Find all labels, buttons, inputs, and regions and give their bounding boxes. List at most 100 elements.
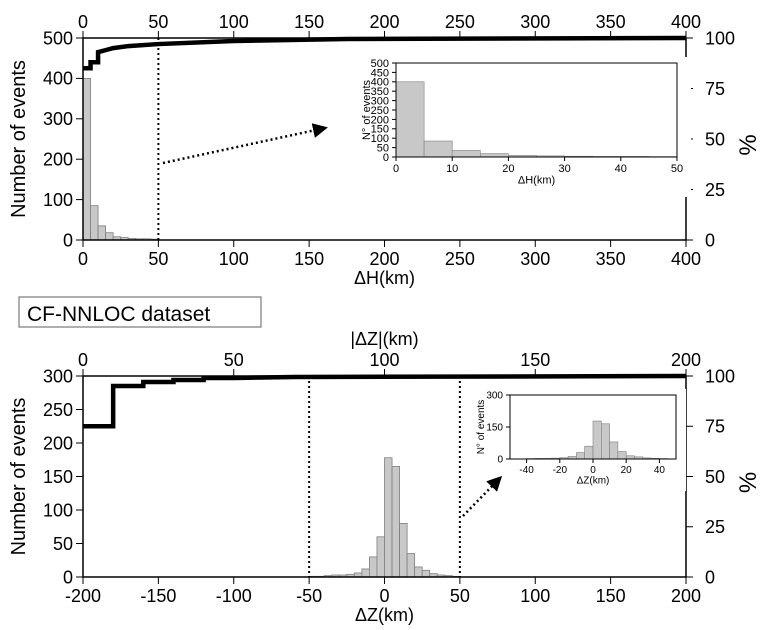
y2-tick-label: 0: [705, 230, 715, 250]
x-tick-label: 150: [596, 586, 626, 606]
x-tick-label: 100: [219, 249, 249, 269]
histogram-bar: [584, 445, 594, 460]
histogram-bar: [609, 441, 619, 460]
y2-tick-label: 100: [705, 366, 735, 386]
y-tick-label: 300: [486, 391, 503, 402]
y-axis-label: Number of events: [8, 398, 30, 556]
y-tick-label: 300: [43, 366, 73, 386]
histogram-bar: [421, 569, 431, 578]
x-tick-label: 300: [520, 249, 550, 269]
y2-tick-label: 75: [705, 79, 725, 99]
x-tick-label: 0: [379, 586, 389, 606]
y-tick-label: 200: [371, 114, 389, 126]
arrow-to-bottom-inset: [462, 475, 503, 517]
y2-axis-label: %: [735, 134, 762, 155]
x-tick-label: 0: [393, 163, 399, 175]
y-axis-label: Number of events: [8, 60, 30, 218]
x-tick-label: 400: [671, 249, 701, 269]
y-tick-label: 0: [63, 567, 73, 587]
x-top-tick-label: 200: [369, 12, 399, 32]
histogram-bar: [576, 452, 586, 460]
x-tick-label: 250: [445, 249, 475, 269]
y2-tick-label: 50: [705, 467, 725, 487]
y-tick-label: 100: [43, 500, 73, 520]
panel-bottom-main: -200 -150 -100 -50 0 50 100 150 2000501001502002…: [8, 329, 762, 625]
histogram-bar: [600, 423, 610, 460]
x-top-tick-label: 50: [148, 12, 168, 32]
x-tick-label: 50: [671, 163, 683, 175]
x-tick-label: 20: [621, 465, 633, 476]
x-tick-label: 0: [590, 465, 596, 476]
y2-tick-label: 0: [705, 567, 715, 587]
histogram-bar: [479, 153, 509, 158]
y2-axis-label: %: [735, 472, 762, 493]
arrow-to-top-inset: [162, 123, 328, 165]
histogram-bar: [617, 451, 627, 460]
histogram-bar: [369, 556, 378, 578]
histogram-bar: [97, 225, 107, 241]
y2-tick-label: 100: [705, 28, 735, 48]
x-axis-label: ΔH(km): [354, 268, 415, 288]
x-tick-label: 30: [558, 163, 570, 175]
y-tick-label: 400: [371, 77, 389, 89]
x-axis-label: ΔZ(km): [355, 605, 414, 625]
x-tick-label: 100: [520, 586, 550, 606]
y-tick-label: 200: [43, 433, 73, 453]
panel-top-inset: 0 10 20 30 40 5005010015020025030035040045050…: [354, 57, 691, 197]
x-top-tick-label: 250: [445, 12, 475, 32]
panel-top-main: 0 50 100 150 200 250 300 350 4000100200300400500…: [8, 12, 762, 288]
y-tick-label: 0: [63, 230, 73, 250]
y-tick-label: 0: [383, 152, 389, 164]
x-tick-label: 50: [450, 586, 470, 606]
histogram-bar: [451, 150, 481, 158]
y-tick-label: 150: [486, 423, 503, 434]
y-tick-label: 50: [377, 142, 389, 154]
x-top-tick-label: 0: [78, 12, 88, 32]
y-tick-label: 400: [43, 69, 73, 89]
histogram-bar: [399, 523, 408, 578]
x-tick-label: 40: [615, 163, 627, 175]
histogram-bar: [391, 466, 400, 578]
histogram-bar: [423, 140, 453, 158]
x-top-tick-label: 150: [294, 12, 324, 32]
x-top-tick-label: 350: [596, 12, 626, 32]
y-tick-label: 100: [371, 133, 389, 145]
x-tick-label: 40: [654, 465, 666, 476]
arrows: [162, 123, 503, 517]
y-tick-label: 350: [371, 86, 389, 98]
x-tick-label: 150: [294, 249, 324, 269]
histogram-bar: [82, 78, 91, 241]
y-tick-label: 150: [43, 467, 73, 487]
histogram-bar: [384, 457, 393, 578]
x-top-axis-label: |ΔZ|(km): [350, 329, 418, 349]
y-tick-label: 150: [371, 124, 389, 136]
histogram-bar: [395, 81, 425, 158]
panel-bottom-inset: -40 -20 0 20 40 0 150 300 ΔZ(km) N° of events: [476, 389, 686, 491]
x-top-tick-label: 100: [369, 350, 399, 370]
dataset-label: CF-NNLOC dataset: [27, 303, 210, 326]
x-tick-label: -150: [140, 586, 176, 606]
x-axis-label: ΔZ(km): [577, 476, 610, 487]
dataset-label-box: CF-NNLOC dataset: [18, 296, 262, 328]
x-tick-label: 50: [148, 249, 168, 269]
x-top-tick-label: 100: [219, 12, 249, 32]
y-tick-label: 0: [497, 455, 503, 466]
y-tick-label: 250: [43, 400, 73, 420]
histogram-bar: [90, 205, 99, 241]
y-tick-label: 450: [371, 67, 389, 79]
histogram-bar: [105, 232, 114, 241]
x-tick-label: -50: [296, 586, 322, 606]
y-tick-label: 500: [371, 58, 389, 70]
x-top-tick-label: 50: [224, 350, 244, 370]
x-axis-label: ΔH(km): [518, 175, 555, 187]
x-top-tick-label: 150: [520, 350, 550, 370]
x-tick-label: 350: [596, 249, 626, 269]
x-tick-label: 200: [369, 249, 399, 269]
histogram-bar: [361, 568, 370, 578]
y-tick-label: 50: [53, 534, 73, 554]
histogram-bar: [406, 553, 416, 578]
y-axis-label: N° of events: [476, 400, 487, 455]
y-tick-label: 250: [371, 105, 389, 117]
x-top-tick-label: 200: [671, 350, 701, 370]
y-tick-label: 200: [43, 150, 73, 170]
